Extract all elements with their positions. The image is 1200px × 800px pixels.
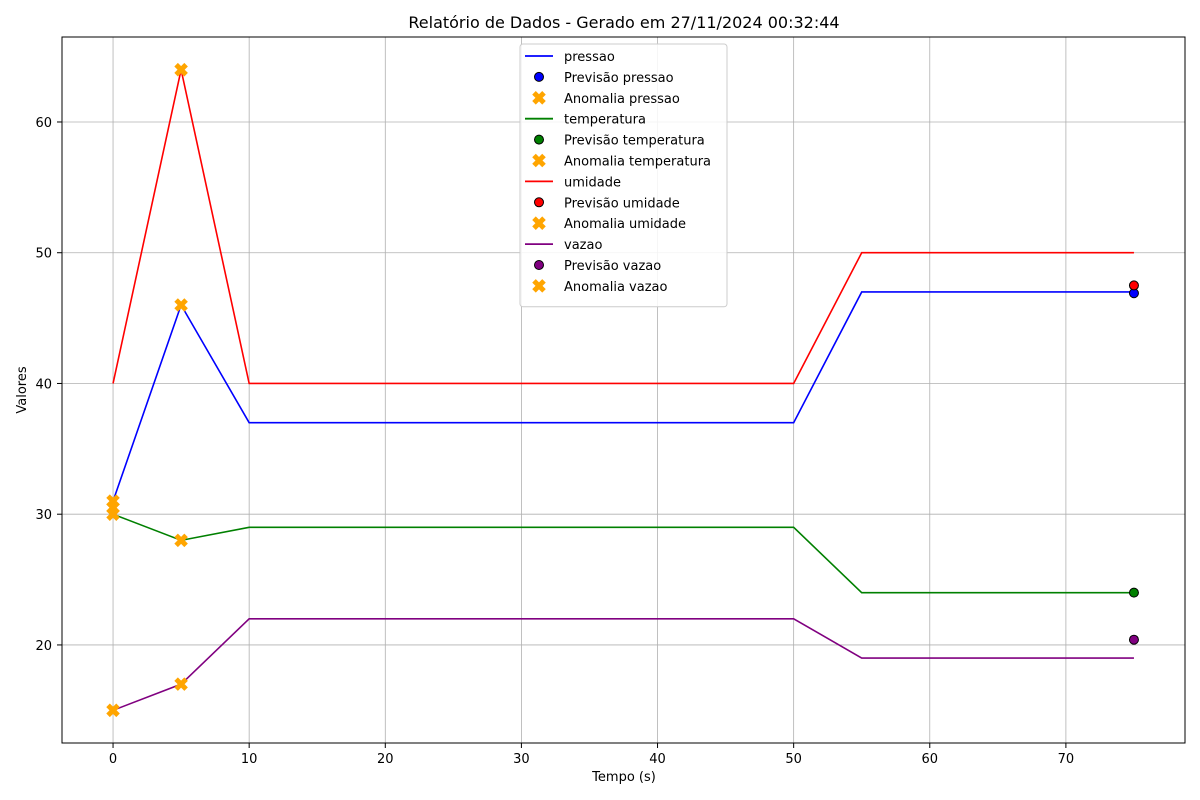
y-tick-label: 30 (35, 508, 52, 523)
legend-label: umidade (564, 175, 621, 190)
anomaly-point-temperatura (174, 533, 188, 548)
legend-dot-swatch (534, 260, 544, 270)
forecast-point-temperatura (1128, 587, 1139, 598)
legend-label: Previsão temperatura (564, 134, 705, 149)
legend-entry-anomaly-pressao: Anomalia pressao (532, 91, 680, 107)
legend-x-swatch (532, 153, 546, 168)
x-tick-label: 70 (1058, 752, 1075, 767)
x-tick-label: 10 (241, 752, 258, 767)
x-tick-label: 40 (649, 752, 666, 767)
legend-x-swatch (532, 91, 546, 105)
legend-label: vazao (564, 238, 602, 253)
legend-entry-vazao: vazao (525, 238, 602, 253)
y-tick-label: 40 (35, 377, 52, 392)
legend-dot-swatch (534, 71, 544, 82)
legend-entry-forecast-pressao: Previsão pressao (534, 71, 674, 86)
legend-label: pressao (564, 50, 615, 65)
anomaly-point-vazao (174, 677, 188, 691)
x-axis-title: Tempo (s) (591, 770, 656, 785)
legend-label: Anomalia pressao (564, 92, 680, 107)
y-tick-label: 60 (35, 116, 52, 131)
chart-title: Relatório de Dados - Gerado em 27/11/202… (408, 13, 839, 32)
legend-x-swatch (532, 216, 546, 230)
x-tick-label: 50 (785, 752, 802, 767)
legend-entry-anomaly-umidade: Anomalia umidade (532, 216, 686, 232)
plot-frame (61, 36, 1186, 744)
legend-label: Previsão umidade (564, 196, 680, 211)
legend-entry-forecast-umidade: Previsão umidade (534, 196, 680, 211)
forecast-point-umidade (1128, 280, 1139, 291)
legend-x-swatch (532, 279, 546, 293)
legend-label: temperatura (564, 113, 646, 128)
series-line-pressao (112, 291, 1134, 502)
legend-entry-anomaly-temperatura: Anomalia temperatura (532, 153, 711, 170)
x-tick-label: 0 (109, 752, 117, 767)
x-tick-label: 20 (377, 752, 394, 767)
x-tick-label: 30 (513, 752, 530, 767)
forecast-point-vazao (1128, 634, 1139, 645)
legend-label: Anomalia temperatura (564, 155, 711, 170)
anomaly-point-umidade (174, 62, 188, 77)
plot-area (106, 62, 1139, 718)
legend-entry-forecast-vazao: Previsão vazao (534, 259, 661, 274)
anomaly-point-vazao (106, 703, 120, 718)
legend-label: Previsão pressao (564, 71, 674, 86)
legend-entry-anomaly-vazao: Anomalia vazao (532, 279, 667, 295)
x-axis: 0 10 20 30 40 50 60 70 (109, 743, 1074, 767)
legend-entry-temperatura: temperatura (525, 113, 646, 128)
legend: pressao Previsão pressao Anomalia pressao t… (519, 43, 728, 308)
legend-dot-swatch (534, 197, 544, 208)
legend-box (519, 43, 728, 308)
y-tick-label: 20 (35, 639, 52, 654)
x-tick-label: 60 (921, 752, 938, 767)
y-tick-label: 50 (35, 247, 52, 262)
legend-entry-umidade: umidade (525, 175, 621, 190)
legend-label: Anomalia umidade (564, 217, 686, 232)
series-line-temperatura (112, 513, 1134, 594)
legend-entry-forecast-temperatura: Previsão temperatura (534, 134, 705, 149)
legend-label: Anomalia vazao (564, 280, 667, 295)
series-line-umidade (112, 69, 1134, 385)
y-axis: 20 30 40 50 60 (35, 116, 62, 654)
anomaly-point-pressao (174, 298, 188, 312)
series-line-vazao (112, 617, 1134, 712)
anomaly-point (106, 500, 120, 515)
legend-entry-pressao: pressao (525, 50, 615, 65)
legend-dot-swatch (534, 134, 544, 145)
y-axis-title: Valores (15, 366, 30, 413)
legend-label: Previsão vazao (564, 259, 661, 274)
